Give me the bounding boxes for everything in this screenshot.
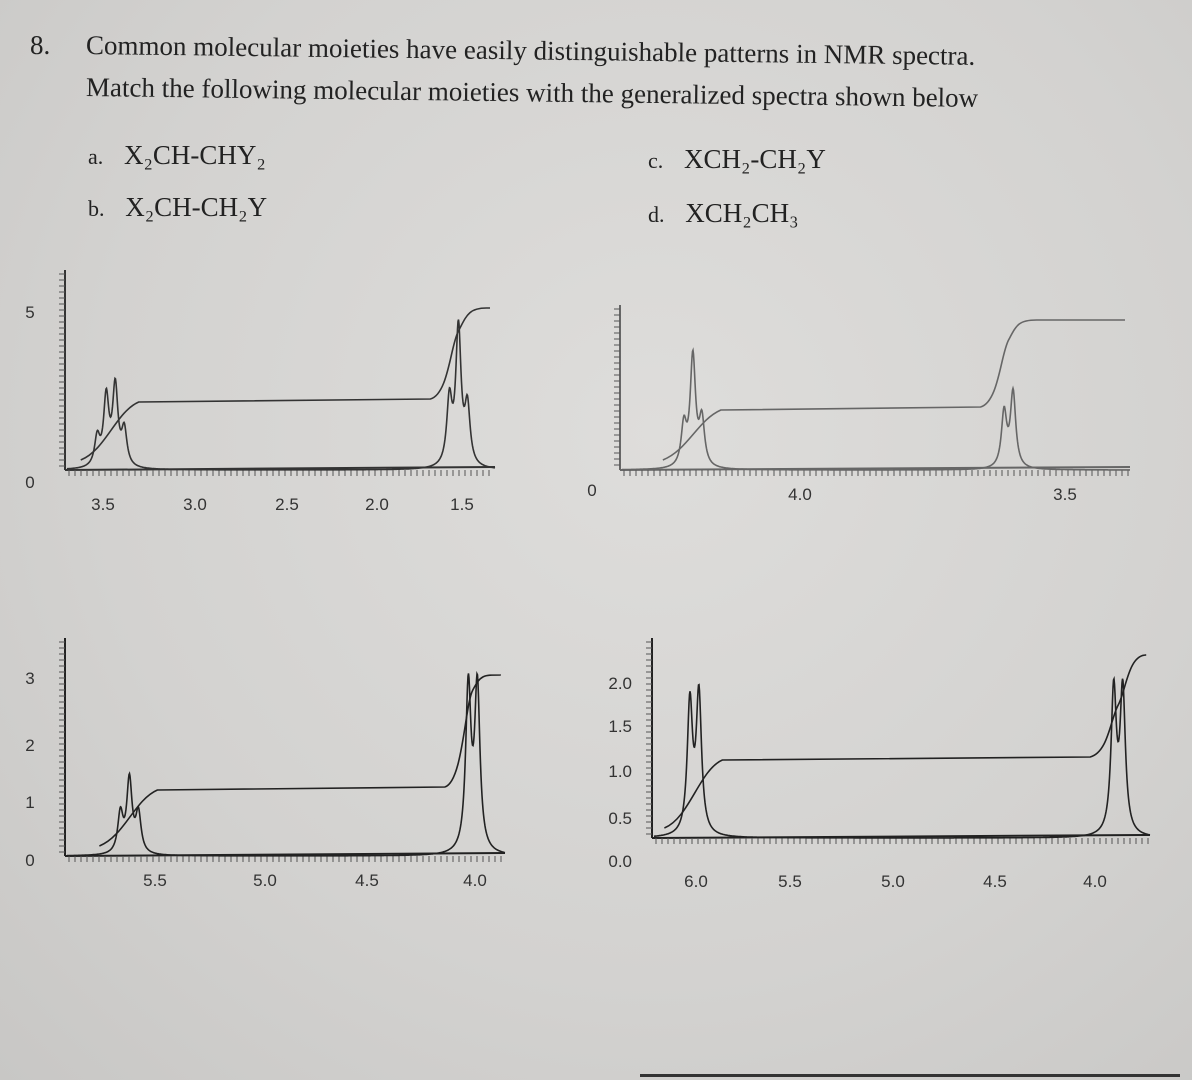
spectrum-trace xyxy=(67,670,506,857)
y-tick-label: 1 xyxy=(25,793,34,812)
option-c-formula: XCH₂-CH₂Y xyxy=(684,144,826,174)
y-tick-label: 2 xyxy=(25,736,34,755)
x-axis xyxy=(651,834,1151,839)
y-tick-label: 1.0 xyxy=(608,762,632,781)
x-tick-label: 2.0 xyxy=(365,495,389,514)
option-b: b. X₂CH-CH₂Y xyxy=(88,192,267,223)
x-tick-label: 3.5 xyxy=(1053,485,1077,504)
nmr-spectrum-bottom-right: 6.0 5.5 5.0 4.5 4.0 2.0 1.5 1.0 0.5 0.0 xyxy=(608,638,1151,891)
spectrum-trace xyxy=(66,319,496,471)
option-d-label: d. xyxy=(648,202,665,227)
y-tick-label: 0 xyxy=(587,481,596,500)
y-tick-label: 0.0 xyxy=(608,852,632,871)
option-b-label: b. xyxy=(88,196,105,221)
question-number: 8. xyxy=(30,30,51,60)
y-tick-label: 5 xyxy=(25,303,34,322)
option-a-label: a. xyxy=(88,144,104,169)
y-tick-label: 0 xyxy=(25,473,34,492)
option-d-formula: XCH₂CH₃ xyxy=(685,198,799,228)
option-c: c. XCH₂-CH₂Y xyxy=(648,144,826,175)
x-tick-label: 4.0 xyxy=(788,485,812,504)
x-tick-label: 4.0 xyxy=(1083,872,1107,891)
option-d: d. XCH₂CH₃ xyxy=(648,198,799,229)
y-tick-label: 2.0 xyxy=(608,674,632,693)
integral-curve xyxy=(80,307,490,461)
x-axis xyxy=(619,466,1131,471)
option-c-label: c. xyxy=(648,148,664,173)
nmr-spectrum-top-right: 4.0 3.5 0 xyxy=(587,305,1131,504)
x-tick-label: 3.5 xyxy=(91,495,115,514)
x-tick-label: 5.0 xyxy=(253,871,277,890)
option-a: a. X₂CH-CHY₂ xyxy=(88,140,266,171)
x-tick-label: 1.5 xyxy=(450,495,474,514)
integral-curve xyxy=(664,654,1147,829)
integral-curve xyxy=(99,674,501,847)
integral-curve xyxy=(662,319,1125,461)
x-tick-label: 4.0 xyxy=(463,871,487,890)
option-a-formula: X₂CH-CHY₂ xyxy=(124,140,266,170)
option-b-formula: X₂CH-CH₂Y xyxy=(125,192,268,222)
spectrum-trace xyxy=(653,675,1151,839)
x-tick-label: 5.5 xyxy=(143,871,167,890)
spectrum-trace xyxy=(622,347,1130,471)
x-tick-label: 6.0 xyxy=(684,872,708,891)
y-tick-label: 0.5 xyxy=(608,809,632,828)
x-tick-label: 4.5 xyxy=(355,871,379,890)
x-tick-label: 5.0 xyxy=(881,872,905,891)
y-tick-label: 1.5 xyxy=(608,717,632,736)
y-tick-label: 0 xyxy=(25,851,34,870)
x-tick-label: 4.5 xyxy=(983,872,1007,891)
page-bottom-rule xyxy=(640,1074,1180,1077)
x-tick-label: 3.0 xyxy=(183,495,207,514)
nmr-spectrum-bottom-left: 5.5 5.0 4.5 4.0 3 2 1 0 xyxy=(25,638,506,890)
x-tick-label: 5.5 xyxy=(778,872,802,891)
nmr-spectrum-top-left: 3.5 3.0 2.5 2.0 1.5 5 0 xyxy=(25,270,496,514)
y-tick-label: 3 xyxy=(25,669,34,688)
x-tick-label: 2.5 xyxy=(275,495,299,514)
